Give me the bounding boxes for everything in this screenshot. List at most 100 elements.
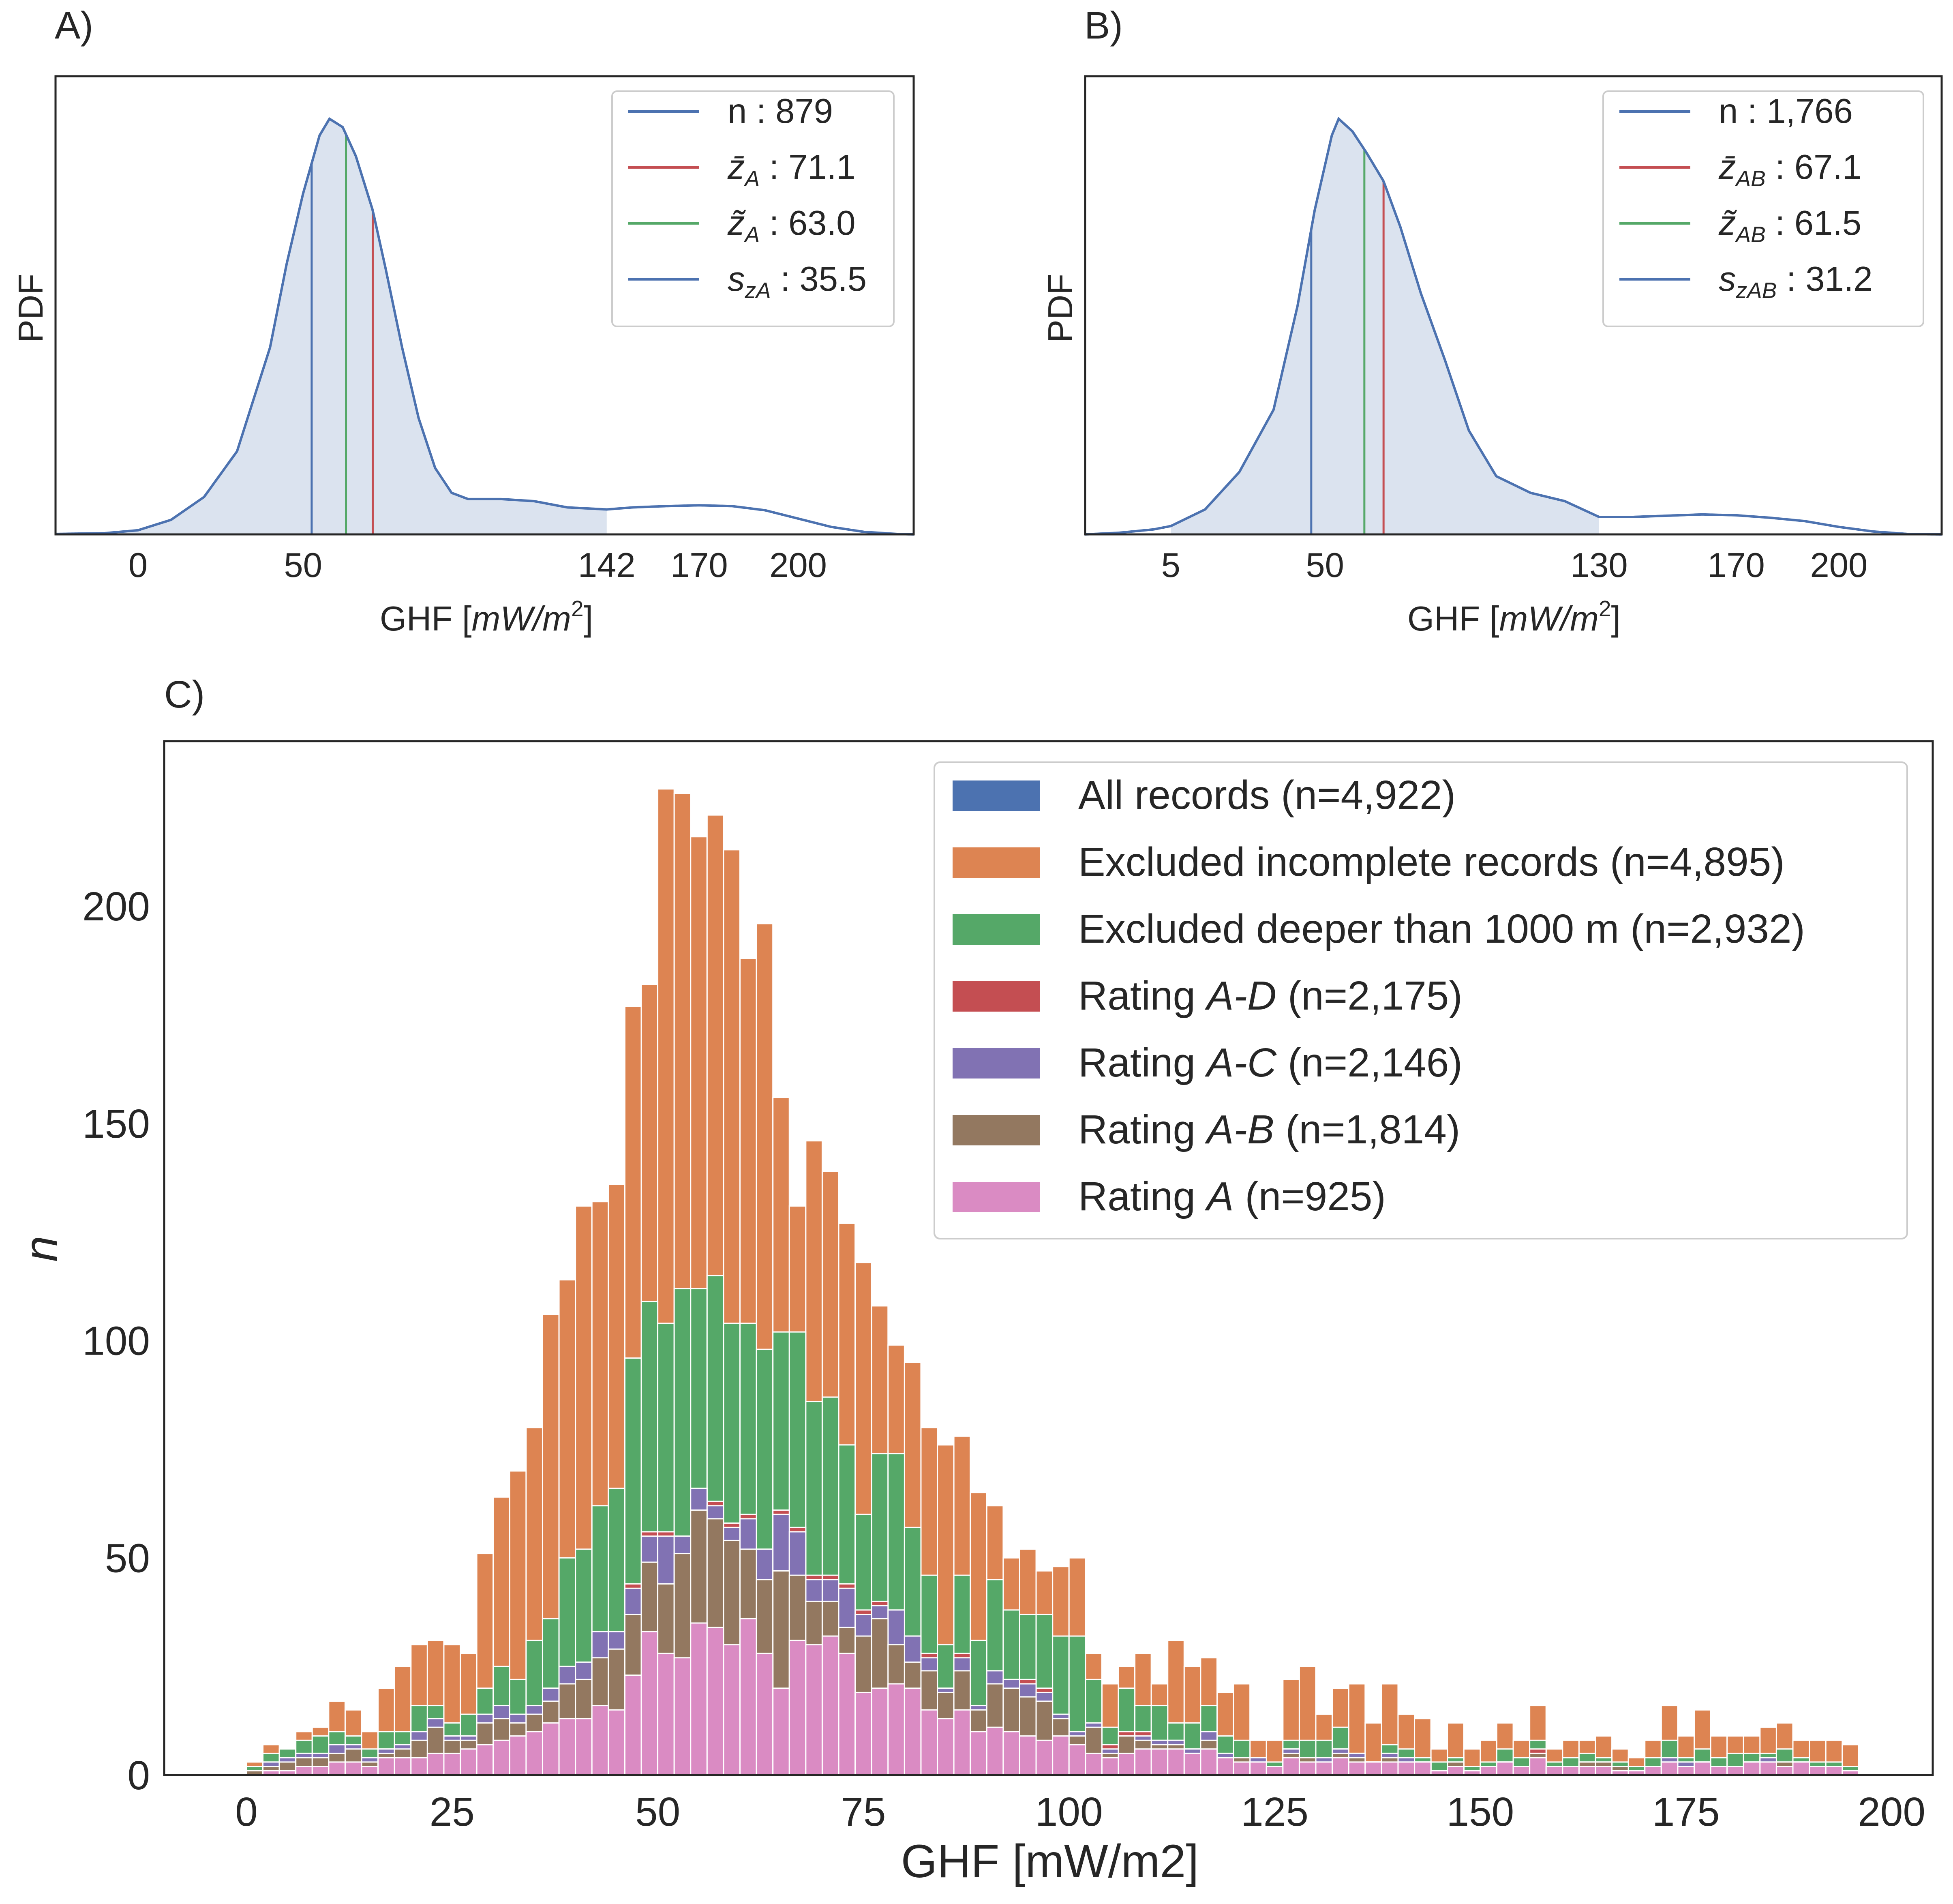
panel-a-legend-subscript: A [744, 222, 760, 247]
bar-6-36 [838, 1653, 856, 1776]
panel-c-legend-label-post: (n=2,146) [1276, 1040, 1463, 1085]
bar-6-89 [1710, 1766, 1728, 1776]
bar-6-20 [575, 1718, 593, 1776]
bar-6-71 [1414, 1761, 1432, 1776]
panel-b-legend-label: n : 1,766 [1719, 92, 1853, 131]
panel-a-xlabel-unit: mW/m [471, 600, 571, 638]
bar-6-63 [1282, 1757, 1300, 1776]
panel-b-curve [1085, 116, 1942, 536]
bar-6-48 [1035, 1739, 1054, 1776]
bar-6-37 [854, 1692, 872, 1776]
bar-6-34 [805, 1644, 823, 1776]
panel-c-legend-label: Excluded incomplete records (n=4,895) [1078, 839, 1785, 885]
panel-c-legend-label-italic: A [1205, 1174, 1234, 1219]
bar-6-25 [657, 1653, 675, 1776]
panel-a-legend-symbol: n [728, 92, 747, 131]
bar-6-11 [426, 1752, 445, 1776]
panel-b-legend-value: : 1,766 [1738, 92, 1853, 131]
bar-6-87 [1677, 1766, 1695, 1776]
panel-b-xlabel-close: ] [1611, 600, 1621, 638]
panel-c-legend-swatch [953, 1182, 1040, 1212]
panel-a-ylabel: PDF [12, 274, 50, 343]
bar-6-58 [1200, 1748, 1218, 1776]
bar-6-35 [821, 1635, 839, 1776]
bar-6-67 [1348, 1761, 1366, 1776]
bar-6-14 [476, 1744, 494, 1776]
panel-b-xlabel-unit: mW/m [1499, 600, 1598, 638]
bar-6-46 [1002, 1731, 1020, 1776]
panel-a-x-tick-label: 200 [769, 546, 827, 585]
panel-a-legend-label: n : 879 [728, 92, 833, 131]
panel-a-legend-symbol: z̄ [727, 148, 745, 187]
panel-a-legend-value: : 879 [747, 92, 833, 131]
bar-6-64 [1298, 1761, 1317, 1776]
bar-6-85 [1644, 1766, 1662, 1776]
bar-6-56 [1167, 1748, 1185, 1776]
bar-6-96 [1825, 1766, 1843, 1776]
panel-c-legend-label-post: (n=2,932) [1630, 906, 1805, 952]
bar-6-5 [328, 1761, 346, 1776]
panel-c-x-tick-label: 0 [235, 1789, 258, 1835]
panel-b-fill [1171, 119, 1599, 534]
panel-c-ylabel: n [15, 1236, 67, 1262]
bar-6-50 [1068, 1744, 1086, 1776]
panel-a-x-tick-label: 0 [128, 546, 148, 585]
panel-c-legend-swatch [953, 914, 1040, 945]
panel-a-legend-box [611, 90, 895, 327]
bar-6-31 [756, 1653, 774, 1776]
bar-6-86 [1660, 1761, 1679, 1776]
panel-c-legend-label-pre: Excluded deeper than 1000 m [1078, 906, 1630, 952]
bar-6-26 [673, 1657, 692, 1776]
panel-b-legend-symbol: s [1719, 260, 1736, 298]
bar-6-30 [739, 1618, 757, 1776]
panel-b-legend-subscript: zAB [1736, 278, 1777, 303]
bar-6-44 [970, 1731, 987, 1776]
bar-6-92 [1759, 1761, 1777, 1776]
panel-c-legend-label: Excluded deeper than 1000 m (n=2,932) [1078, 906, 1805, 952]
bar-6-53 [1118, 1752, 1136, 1776]
panel-c-legend-box [934, 761, 1908, 1239]
panel-a-legend-subscript: zA [745, 278, 771, 303]
panel-a-legend-symbol: s [728, 260, 745, 298]
bar-6-8 [377, 1757, 395, 1776]
panel-b-legend-symbol: z̃ [1718, 204, 1737, 242]
panel-a-xlabel-sup: 2 [571, 596, 584, 621]
bar-6-38 [871, 1687, 889, 1776]
panel-a-frame [54, 75, 915, 536]
bar-6-47 [1019, 1735, 1037, 1776]
bar-6-75 [1480, 1766, 1497, 1776]
panel-b-legend-symbol: n [1719, 92, 1738, 131]
bar-6-69 [1381, 1761, 1399, 1776]
panel-a-legend-label: szA : 35.5 [728, 260, 867, 303]
bar-6-78 [1529, 1757, 1547, 1776]
panel-c-legend-label: All records (n=4,922) [1078, 772, 1456, 818]
panel-b-legend-subscript: AB [1735, 166, 1766, 191]
panel-b-x-tick-label: 200 [1810, 546, 1868, 585]
bar-6-29 [723, 1644, 741, 1776]
panel-c-legend-label-pre: All records [1078, 772, 1281, 818]
panel-a-legend-label: z̄A : 71.1 [727, 148, 855, 191]
panel-a-x-tick-label: 50 [284, 546, 322, 585]
panel-a-x-tick-label: 170 [670, 546, 728, 585]
panel-b-legend-value: : 31.2 [1777, 260, 1872, 298]
panel-c-bars [246, 788, 1859, 1776]
panel-b: B) 5 50 130 170 200 PDF GHF [mW/m2] n : 1,76… [1041, 4, 1943, 638]
panel-c-legend-label-italic: A-D [1205, 973, 1276, 1018]
panel-b-xlabel-main: GHF [ [1407, 600, 1499, 638]
bar-6-61 [1249, 1761, 1267, 1776]
panel-c-x-ticks: 0 25 50 75 100 125 150 175 200 [235, 1789, 1925, 1835]
bar-6-90 [1726, 1766, 1744, 1776]
bar-6-62 [1266, 1766, 1284, 1776]
panel-c-y-tick-label: 0 [127, 1753, 150, 1798]
bar-6-77 [1512, 1766, 1531, 1776]
bar-6-55 [1150, 1748, 1169, 1776]
panel-c-letter: C) [164, 673, 205, 716]
panel-c-x-tick-label: 125 [1241, 1789, 1308, 1835]
panel-a-xlabel-close: ] [584, 600, 593, 638]
panel-c-x-tick-label: 25 [430, 1789, 475, 1835]
bar-6-21 [591, 1705, 609, 1776]
panel-c-legend-label-pre: Rating [1078, 1107, 1207, 1152]
panel-a-legend-symbol: z̃ [727, 204, 746, 242]
